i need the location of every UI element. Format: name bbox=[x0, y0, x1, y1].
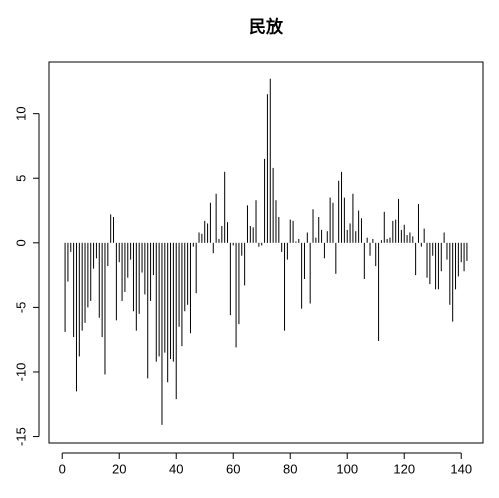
x-tick-label: 40 bbox=[169, 461, 183, 476]
y-tick-label: -10 bbox=[13, 363, 28, 382]
x-tick-label: 80 bbox=[283, 461, 297, 476]
x-tick-label: 20 bbox=[112, 461, 126, 476]
y-tick-label: 10 bbox=[13, 106, 28, 120]
y-tick-label: 5 bbox=[13, 175, 28, 182]
plot-frame bbox=[48, 61, 484, 444]
chart-title: 民放 bbox=[249, 16, 284, 36]
x-tick-label: 120 bbox=[393, 461, 415, 476]
y-tick-label: -15 bbox=[13, 427, 28, 446]
y-tick-label: -5 bbox=[13, 302, 28, 314]
x-tick-label: 100 bbox=[336, 461, 358, 476]
x-tick-label: 140 bbox=[450, 461, 472, 476]
x-tick-label: 0 bbox=[59, 461, 66, 476]
x-tick-label: 60 bbox=[226, 461, 240, 476]
y-tick-label: 0 bbox=[13, 239, 28, 246]
